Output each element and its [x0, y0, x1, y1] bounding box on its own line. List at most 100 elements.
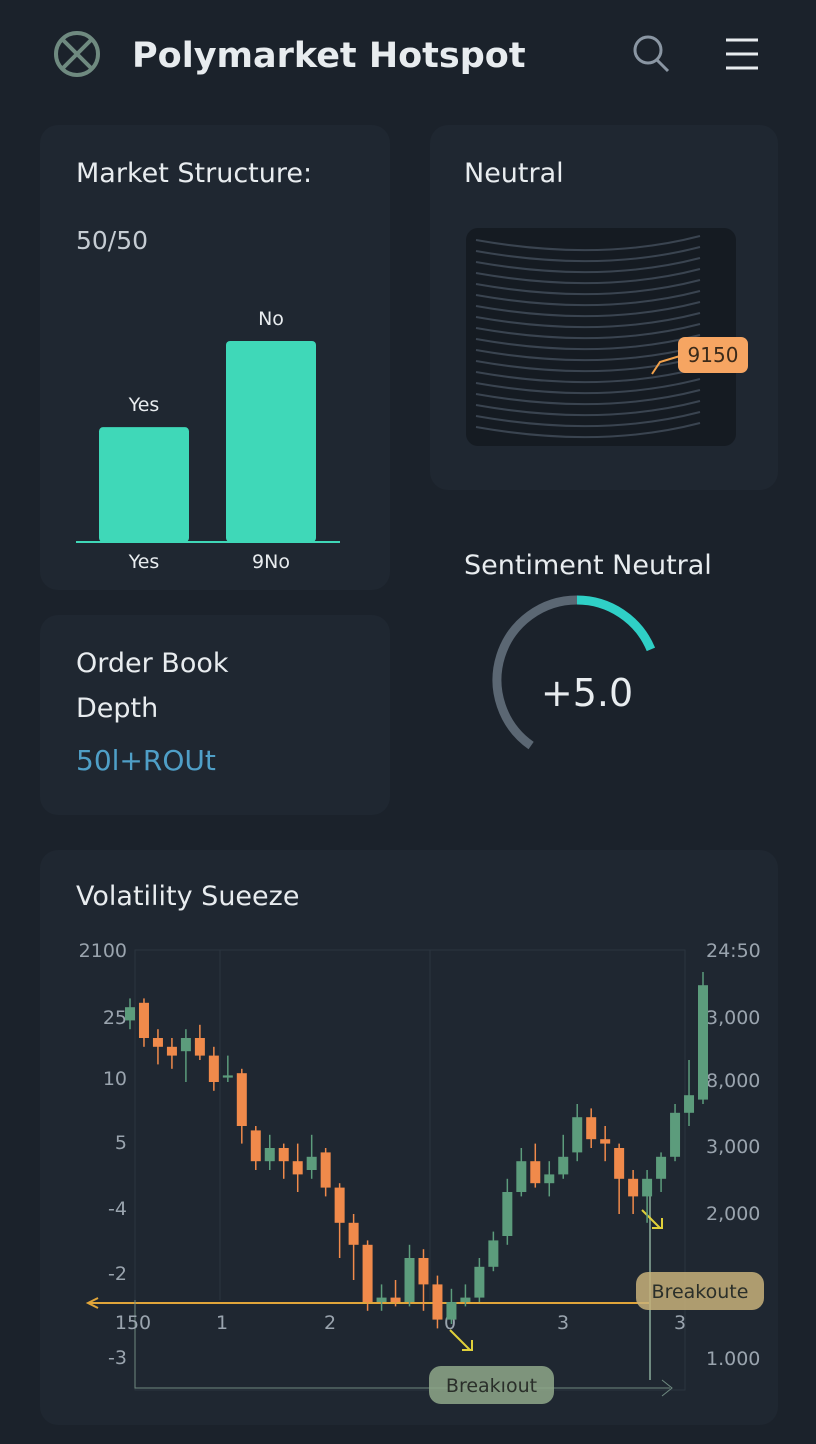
candle-body — [488, 1240, 499, 1267]
candle-body — [236, 1073, 247, 1126]
bar — [226, 341, 316, 542]
candle-body — [460, 1297, 471, 1302]
bar-label: Yes — [128, 394, 160, 416]
card-title: Volatility Sueeze — [76, 881, 299, 912]
y-axis-label: 10 — [103, 1068, 127, 1090]
coil-ring — [475, 312, 701, 329]
coil-image: 9150 — [466, 228, 748, 446]
candle-body — [278, 1148, 289, 1162]
candle-body — [474, 1266, 485, 1298]
coil-ring — [475, 334, 701, 351]
candle-body — [544, 1174, 555, 1184]
candle-body — [404, 1258, 415, 1302]
annotation: Breakoute — [652, 1281, 749, 1303]
coil-ring — [475, 378, 701, 395]
coil-ring — [475, 257, 701, 274]
candle-body — [600, 1139, 611, 1144]
candle-body — [320, 1152, 331, 1188]
candle-body — [138, 1002, 149, 1038]
candle-body — [348, 1222, 359, 1245]
candle-body — [656, 1156, 667, 1179]
candle-body — [208, 1055, 219, 1082]
candle-body — [698, 985, 708, 1100]
coil-ring — [475, 367, 701, 384]
candle-body — [250, 1130, 261, 1162]
card-title: Sentiment Neutral — [464, 550, 712, 581]
candle-body — [628, 1178, 639, 1197]
y-axis-label: 25 — [103, 1007, 127, 1029]
candle-body — [446, 1302, 457, 1320]
y2-axis-label: 3,000 — [706, 1136, 760, 1158]
y-axis-label: 2100 — [79, 940, 127, 962]
candle-body — [390, 1297, 401, 1302]
plot-frame — [134, 949, 686, 1391]
candle-body — [166, 1046, 177, 1056]
gauge-value — [576, 595, 656, 652]
coil-ring — [475, 290, 701, 307]
card — [40, 125, 390, 590]
y-axis-label: 5 — [115, 1132, 127, 1154]
arrow — [641, 1209, 663, 1229]
x-axis-label: 150 — [115, 1312, 151, 1334]
card — [40, 850, 778, 1425]
candle-body — [152, 1038, 163, 1047]
card — [40, 615, 390, 815]
y-axis-label: -2 — [108, 1263, 127, 1285]
y-axis-label: -4 — [108, 1198, 127, 1220]
search-icon[interactable] — [633, 35, 670, 73]
card-title: Order Book — [76, 648, 229, 679]
app-title: Polymarket Hotspot — [132, 36, 526, 76]
candle-body — [418, 1258, 429, 1285]
coil-ring — [475, 411, 701, 428]
candle-body — [362, 1244, 373, 1302]
logo-cross — [60, 37, 94, 71]
candle-body — [125, 1007, 135, 1021]
candle-body — [558, 1156, 569, 1175]
candle-body — [432, 1284, 443, 1320]
menu-icon[interactable] — [726, 38, 758, 70]
candle-body — [642, 1178, 653, 1197]
bar-label: No — [258, 308, 284, 330]
candle-body — [376, 1297, 387, 1302]
x-axis-label: 2 — [324, 1312, 336, 1334]
card-title: Depth — [76, 693, 158, 724]
badge-text: 9150 — [688, 343, 739, 367]
coil-ring — [475, 389, 701, 406]
annotation-box — [636, 1272, 764, 1310]
candle-body — [264, 1148, 275, 1162]
candle-body — [586, 1117, 597, 1140]
coil-ring — [475, 235, 701, 252]
coil-ring — [475, 400, 701, 417]
annotation: Breakıout — [446, 1375, 537, 1397]
x-tick-label: 9No — [252, 551, 290, 573]
coil-ring — [475, 356, 701, 373]
logo-ring — [54, 31, 100, 77]
candle-body — [194, 1038, 205, 1056]
candle-body — [516, 1161, 527, 1192]
candle-body — [306, 1156, 317, 1170]
y2-axis-label: 3,000 — [706, 1007, 760, 1029]
card-title: Market Structure: — [76, 158, 312, 189]
card-title: Neutral — [464, 158, 564, 189]
candle-body — [572, 1117, 583, 1153]
candle-body — [334, 1187, 345, 1223]
coil-ring — [475, 279, 701, 296]
x-axis-label: 3 — [557, 1312, 569, 1334]
candle-body — [180, 1038, 191, 1052]
coil-ring — [475, 422, 701, 439]
x-tick-label: Yes — [128, 551, 160, 573]
arrow — [449, 1329, 473, 1351]
candle-body — [292, 1161, 303, 1175]
logo[interactable] — [54, 31, 100, 77]
depth-value: 50l+ROUt — [76, 744, 216, 777]
candle-body — [614, 1148, 625, 1179]
gauge-track — [492, 595, 578, 750]
candle-body — [684, 1095, 695, 1113]
plot: 2100 25 10 5 -4 -2 -3 24:50 3,000 8,000 3,000 2,000… — [79, 940, 764, 1404]
x-axis-label: 3 — [674, 1312, 686, 1334]
candle-body — [222, 1075, 233, 1078]
coil-ring — [475, 301, 701, 318]
coil-ring — [475, 268, 701, 285]
